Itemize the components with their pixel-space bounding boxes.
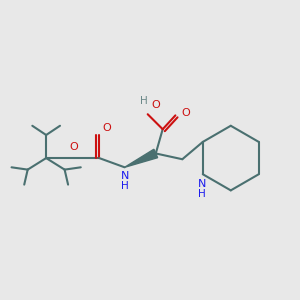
Text: O: O: [103, 123, 111, 133]
Text: H: H: [140, 96, 148, 106]
Polygon shape: [124, 149, 158, 167]
Text: N: N: [197, 179, 206, 189]
Text: N: N: [120, 171, 129, 181]
Text: O: O: [70, 142, 78, 152]
Text: H: H: [198, 189, 206, 199]
Text: O: O: [151, 100, 160, 110]
Text: O: O: [181, 108, 190, 118]
Text: H: H: [121, 181, 128, 191]
